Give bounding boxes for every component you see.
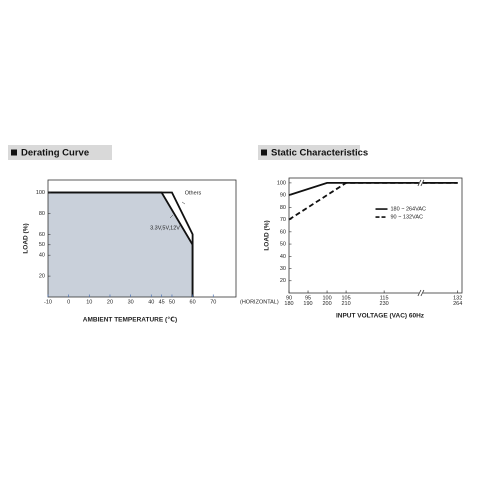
x-tick-label: 50 <box>169 299 175 305</box>
x-tick-label: -10 <box>44 299 52 305</box>
x-tick-label: 90 <box>286 295 292 301</box>
x-tick-label: 45 <box>159 299 165 305</box>
line <box>48 191 194 297</box>
y-tick-label: 20 <box>39 274 45 280</box>
y-tick-label: 80 <box>39 211 45 217</box>
section-header <box>258 145 360 160</box>
x-axis-label: AMBIENT TEMPERATURE (℃) <box>83 316 177 324</box>
section-header <box>8 145 112 160</box>
y-tick-label: 40 <box>280 254 286 260</box>
y-tick-label: 50 <box>280 242 286 248</box>
label-pointer <box>169 214 174 219</box>
y-tick-label: 30 <box>280 266 286 272</box>
x-tick-label-secondary: 264 <box>453 301 462 307</box>
axis-break <box>420 289 425 297</box>
x-tick-label: 30 <box>128 299 134 305</box>
axis-break <box>417 289 422 297</box>
axis-break <box>420 179 425 187</box>
x-tick-label-secondary: 230 <box>380 301 389 307</box>
y-axis-label: LOAD (%) <box>264 220 271 250</box>
y-tick-label: 60 <box>280 229 286 235</box>
x-tick-label: 100 <box>322 295 331 301</box>
x-tick-label-secondary: 200 <box>322 301 331 307</box>
x-tick-label-secondary: 210 <box>341 301 350 307</box>
header-bullet <box>261 149 267 156</box>
y-axis-label: LOAD (%) <box>23 223 30 253</box>
series-label: 3.3V,5V,12V <box>150 225 180 231</box>
y-tick-label: 20 <box>280 278 286 284</box>
header-bullet <box>11 149 17 156</box>
plot-frame <box>47 179 237 298</box>
series-label: Others <box>185 190 202 196</box>
y-tick-label: 80 <box>280 205 286 211</box>
line <box>288 181 458 221</box>
x-axis-note: (HORIZONTAL) <box>240 299 279 305</box>
y-tick-label: 100 <box>36 190 45 196</box>
x-tick-label: 105 <box>341 295 350 301</box>
x-tick-label: 10 <box>86 299 92 305</box>
legend-label: 90 ~ 132VAC <box>391 215 423 221</box>
legend-label: 180 ~ 264VAC <box>391 207 427 213</box>
label-pointer <box>181 201 186 205</box>
x-axis-label: INPUT VOLTAGE (VAC) 60Hz <box>336 313 425 320</box>
y-tick-label: 70 <box>280 217 286 223</box>
x-tick-label: 20 <box>107 299 113 305</box>
header-title: Derating Curve <box>21 148 89 159</box>
x-tick-label: 60 <box>190 299 196 305</box>
x-tick-label-secondary: 190 <box>303 301 312 307</box>
x-tick-label-secondary: 180 <box>284 301 293 307</box>
x-tick-label: 132 <box>453 295 462 301</box>
y-tick-label: 50 <box>39 242 45 248</box>
area <box>48 192 193 297</box>
x-tick-label: 115 <box>380 295 389 301</box>
x-tick-label: 40 <box>148 299 154 305</box>
y-tick-label: 100 <box>277 180 286 186</box>
y-tick-label: 90 <box>280 193 286 199</box>
x-tick-label: 70 <box>210 299 216 305</box>
axis-break-gap <box>418 290 423 296</box>
axis-break-gap <box>418 179 423 186</box>
axis-break <box>417 179 422 187</box>
y-tick-label: 40 <box>39 253 45 259</box>
x-tick-label: 0 <box>67 299 70 305</box>
x-tick-label: 95 <box>305 295 311 301</box>
plot-frame <box>288 177 463 294</box>
line <box>288 181 458 196</box>
y-tick-label: 60 <box>39 232 45 238</box>
header-title: Static Characteristics <box>271 148 368 159</box>
